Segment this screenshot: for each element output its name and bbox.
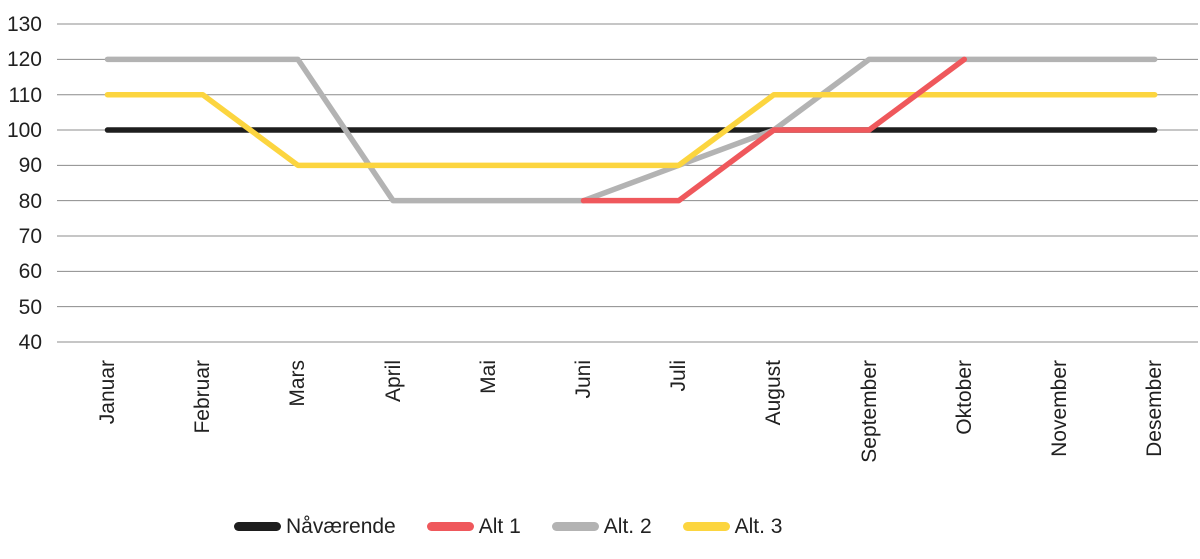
x-tick-label-april: April <box>381 360 405 403</box>
legend-item-alt-1: Alt 1 <box>426 514 521 539</box>
y-tick-label: 120 <box>6 48 42 72</box>
x-tick-label-juni: Juni <box>572 360 595 399</box>
legend-swatch-alt-1 <box>426 522 474 531</box>
x-tick-label-september: September <box>857 360 881 463</box>
series-line-alt-1 <box>580 56 968 204</box>
legend-label: Alt. 3 <box>734 515 783 538</box>
series-line-alt-3 <box>104 91 1158 169</box>
x-tick-label-november: November <box>1048 360 1071 457</box>
y-tick-label: 40 <box>18 331 42 354</box>
y-tick-label: 50 <box>18 295 42 319</box>
legend-label: Alt. 2 <box>603 515 652 538</box>
y-tick-label: 130 <box>6 13 42 37</box>
x-tick-label-desember: Desember <box>1143 360 1167 457</box>
series-line-alt-2 <box>104 56 1158 204</box>
x-tick-label-mars: Mars <box>286 360 310 407</box>
legend-item-n-v-rende: Nåværende <box>234 514 396 539</box>
x-tick-label-august: August <box>762 360 786 426</box>
x-tick-label-februar: Februar <box>191 360 215 434</box>
legend-item-alt-2: Alt. 2 <box>551 514 652 539</box>
legend: Nåværende Alt 1 Alt. 2 Alt. 3 <box>234 514 782 539</box>
y-tick-label: 60 <box>18 260 42 284</box>
y-tick-label: 80 <box>18 189 42 213</box>
y-tick-label: 110 <box>8 83 42 107</box>
legend-swatch-n-v-rende <box>234 522 281 531</box>
x-tick-label-januar: Januar <box>96 360 119 425</box>
y-tick-label: 70 <box>18 225 42 248</box>
x-tick-label-mai: Mai <box>476 360 500 394</box>
legend-swatch-alt-3 <box>682 522 730 531</box>
legend-item-alt-3: Alt. 3 <box>682 514 783 539</box>
x-tick-label-juli: Juli <box>667 360 691 392</box>
legend-label: Alt 1 <box>478 515 521 538</box>
legend-swatch-alt-2 <box>551 522 599 531</box>
y-tick-label: 100 <box>6 119 42 143</box>
legend-label: Nåværende <box>286 515 396 538</box>
y-tick-label: 90 <box>18 154 42 178</box>
x-tick-label-oktober: Oktober <box>952 360 976 435</box>
